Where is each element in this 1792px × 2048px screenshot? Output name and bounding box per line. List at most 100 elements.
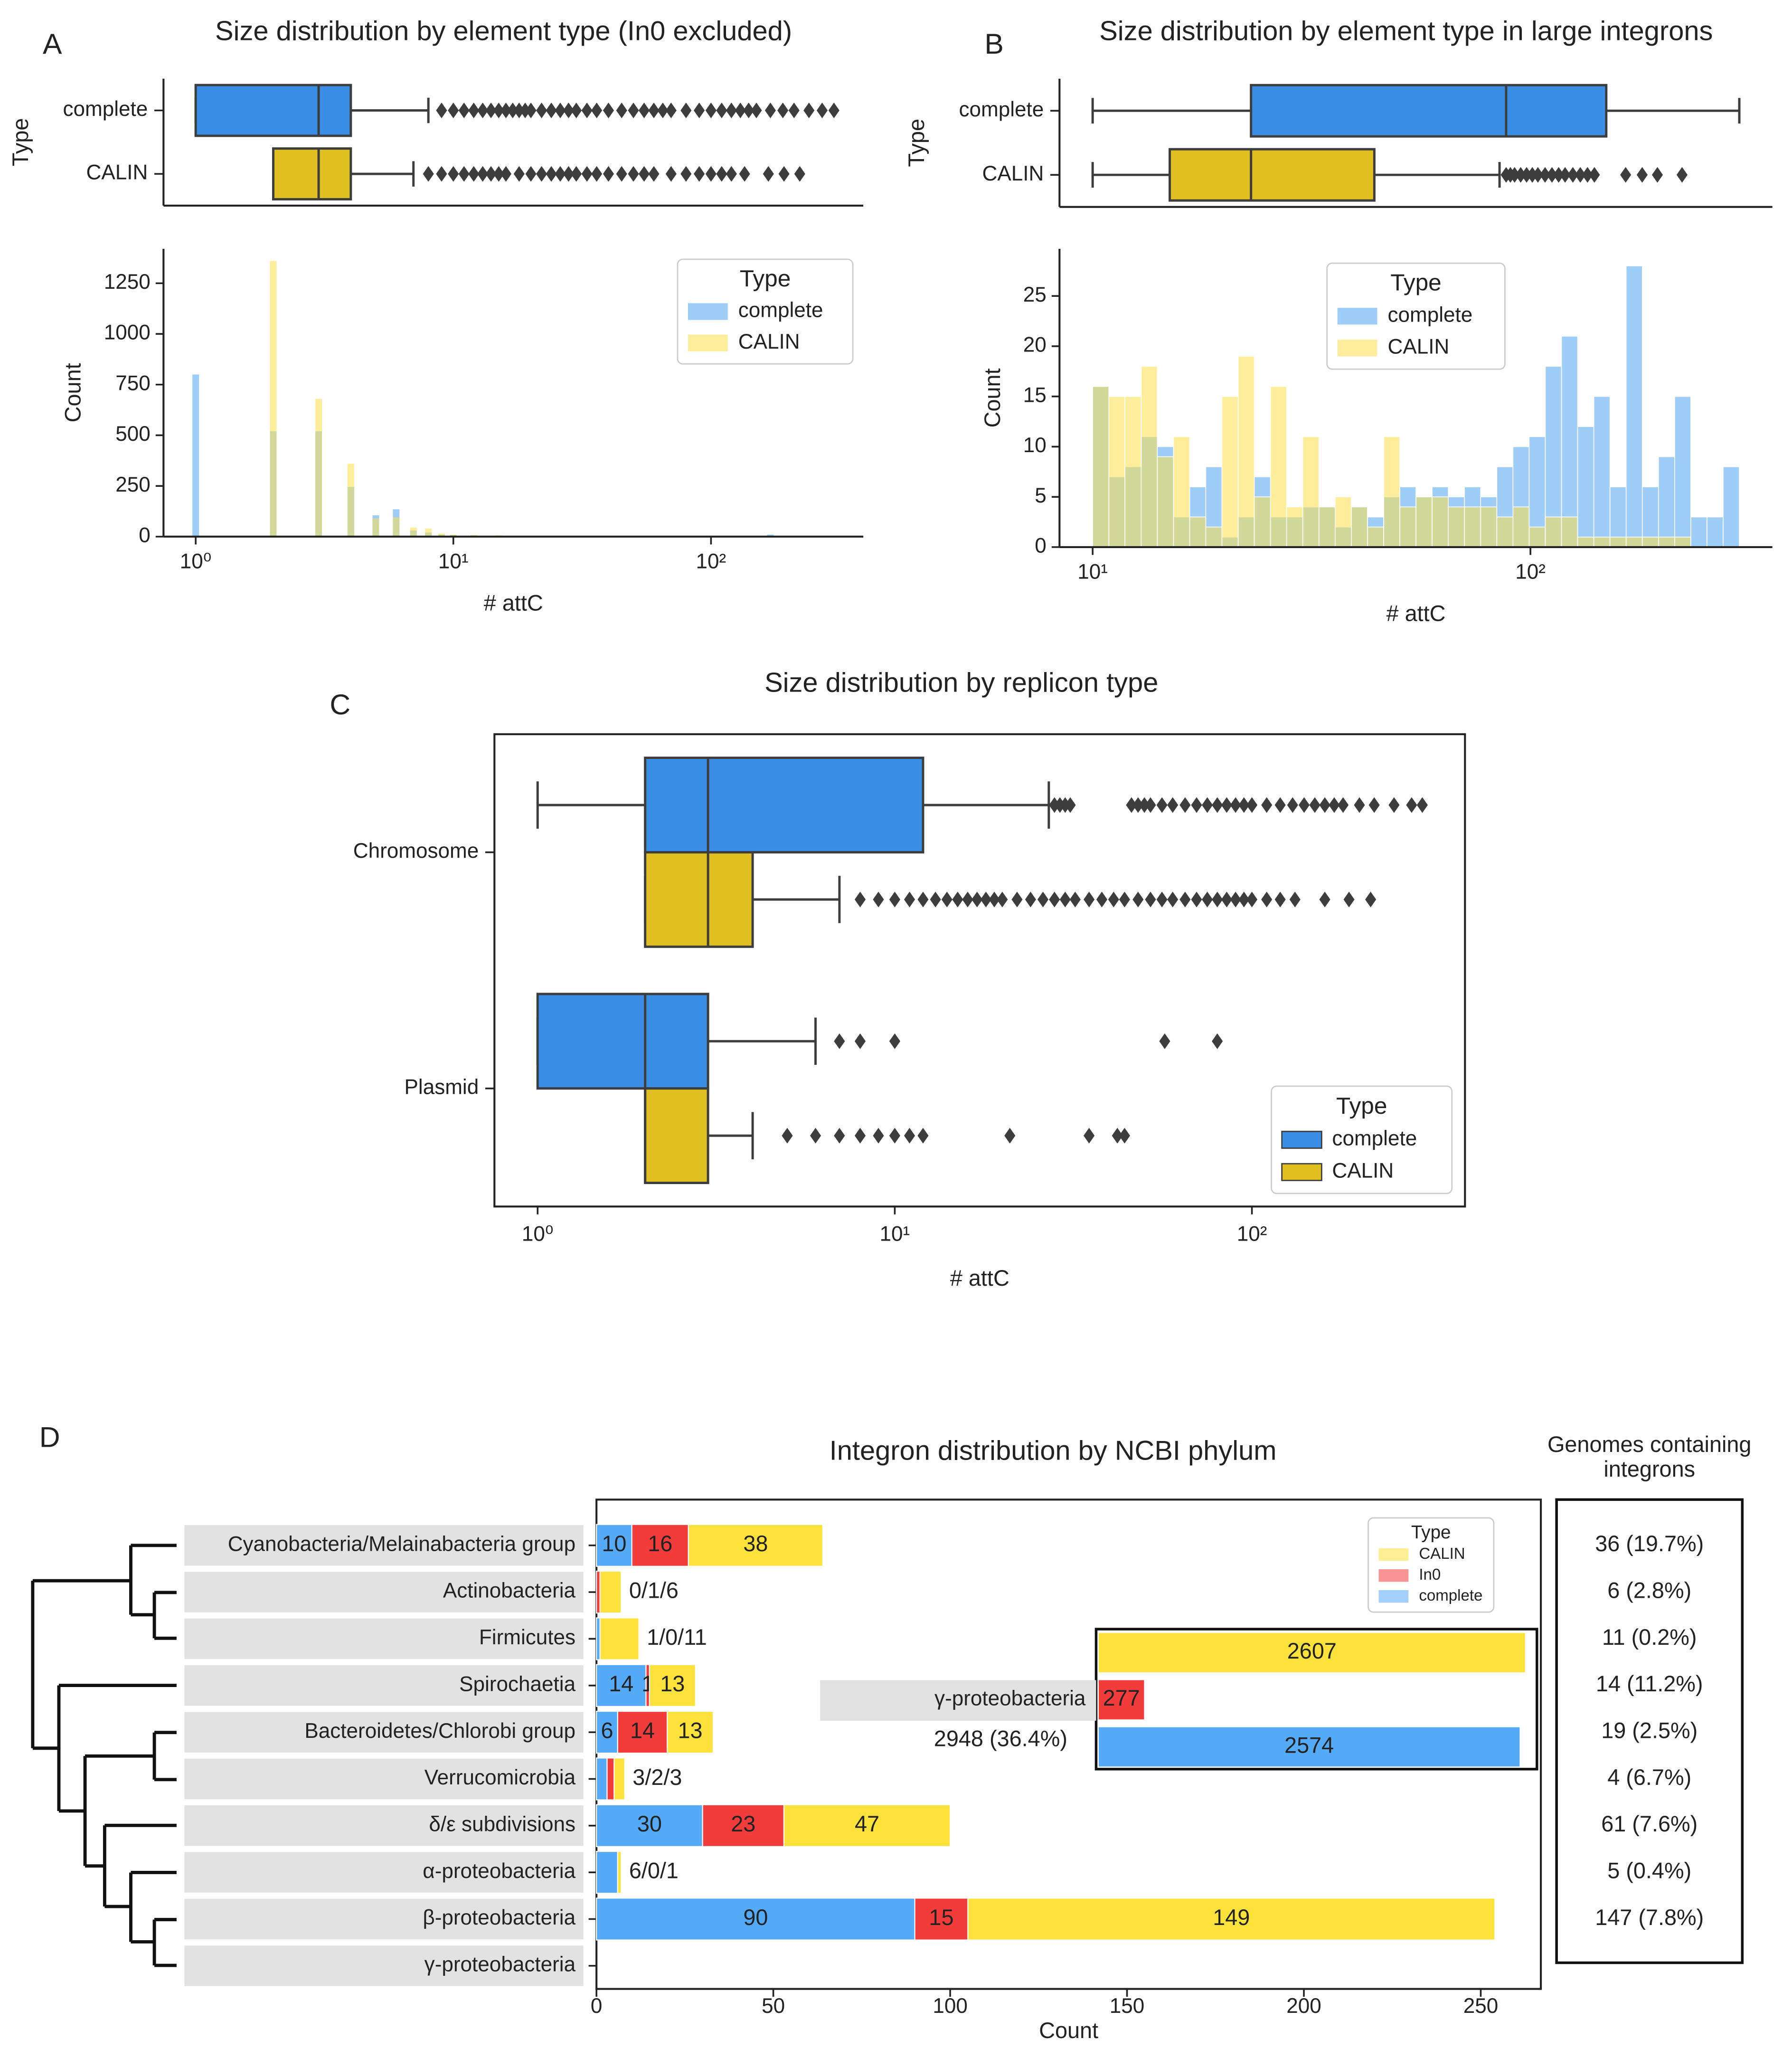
inset-value-label: 277 xyxy=(1103,1686,1140,1710)
outlier xyxy=(1246,797,1258,813)
y-tick-label: α-proteobacteria xyxy=(423,1859,575,1883)
outlier xyxy=(555,102,566,119)
histogram-bar xyxy=(372,518,379,537)
inset-bar xyxy=(1098,1680,1144,1720)
histogram-bar xyxy=(1593,536,1611,548)
y-tick-label: Chromosome xyxy=(353,839,479,863)
bar-value-label: 30 xyxy=(637,1811,662,1836)
histogram-bar xyxy=(1593,396,1611,548)
y-tick-label: 10 xyxy=(1023,434,1047,457)
bar-note: 1/0/11 xyxy=(647,1625,707,1650)
outlier xyxy=(803,102,815,119)
histogram-bar xyxy=(1707,516,1724,548)
outlier xyxy=(638,102,650,119)
outlier xyxy=(1159,1033,1170,1049)
histogram-bar xyxy=(1561,335,1578,548)
x-axis-label: # attC xyxy=(1386,601,1446,626)
outlier xyxy=(628,102,639,119)
histogram-bar xyxy=(1448,506,1465,548)
y-tick-label: 20 xyxy=(1023,333,1047,357)
outlier xyxy=(1309,797,1320,813)
bar-segment xyxy=(596,1897,915,1941)
y-tick-label: 5 xyxy=(1035,484,1047,507)
bar-value-label: 14 xyxy=(630,1718,655,1743)
outlier xyxy=(571,102,582,119)
histogram-bar xyxy=(1157,456,1174,548)
legend-swatch xyxy=(1378,1590,1409,1603)
genomes-value: 19 (2.5%) xyxy=(1601,1718,1698,1743)
histogram-bar xyxy=(1334,496,1352,548)
box xyxy=(644,1087,709,1185)
histogram-bar xyxy=(1205,526,1223,548)
histogram-bar xyxy=(1221,396,1239,548)
histogram-bar xyxy=(1318,506,1336,548)
outlier xyxy=(458,166,470,182)
legend-swatch xyxy=(1378,1569,1409,1582)
x-tick-label: 10¹ xyxy=(438,550,469,573)
genomes-value: 36 (19.7%) xyxy=(1595,1531,1704,1556)
histogram-bar xyxy=(1496,516,1514,548)
y-tick-label: Actinobacteria xyxy=(443,1579,576,1602)
legend-swatch xyxy=(688,303,728,320)
legend: Type CALIN In0 complete xyxy=(1368,1517,1495,1613)
outlier xyxy=(1343,891,1355,908)
bar-segment xyxy=(967,1897,1496,1941)
legend-swatch xyxy=(1337,308,1377,325)
y-tick-label: Bacteroidetes/Chlorobi group xyxy=(304,1719,575,1743)
outlier xyxy=(1065,797,1076,813)
y-tick-label: Spirochaetia xyxy=(459,1672,575,1696)
box xyxy=(1169,148,1376,202)
bar-segment xyxy=(599,1570,622,1614)
outlier xyxy=(1388,797,1400,813)
bar-segment xyxy=(617,1850,622,1894)
outlier xyxy=(854,1128,866,1144)
legend-label: In0 xyxy=(1419,1566,1441,1583)
outlier xyxy=(1261,797,1273,813)
bar-segment xyxy=(596,1804,703,1848)
outlier xyxy=(726,166,737,182)
outlier xyxy=(751,102,762,119)
outlier xyxy=(1287,797,1298,813)
legend-label: CALIN xyxy=(1388,335,1450,358)
chart-title: Integron distribution by NCBI phylum xyxy=(830,1435,1277,1466)
outlier xyxy=(952,891,963,908)
histogram-bar xyxy=(1254,496,1271,548)
x-tick-label: 150 xyxy=(1110,1994,1145,2018)
outlier xyxy=(1084,1128,1095,1144)
genomes-value: 14 (11.2%) xyxy=(1596,1671,1703,1696)
category-label-box xyxy=(184,1618,584,1659)
legend-label: complete xyxy=(1332,1127,1417,1150)
outlier xyxy=(436,102,447,119)
x-tick-label: 250 xyxy=(1463,1994,1499,2018)
category-label-box xyxy=(184,1898,584,1940)
genomes-value: 6 (2.8%) xyxy=(1607,1578,1691,1602)
outlier xyxy=(1167,891,1179,908)
histogram-bar xyxy=(1237,356,1255,548)
histogram-bar xyxy=(192,374,199,537)
histogram-bar xyxy=(1625,536,1643,548)
histogram-bar xyxy=(393,517,400,537)
histogram-bar xyxy=(1270,386,1287,548)
outlier xyxy=(1238,891,1250,908)
outlier xyxy=(507,102,519,119)
bar-note: 3/2/3 xyxy=(632,1765,682,1790)
outlier xyxy=(436,166,447,182)
outlier xyxy=(989,891,1000,908)
outlier xyxy=(816,102,828,119)
outlier xyxy=(1156,891,1168,908)
outlier xyxy=(1025,891,1036,908)
histogram-bar xyxy=(1399,506,1416,548)
bar-segment xyxy=(649,1664,696,1707)
outlier xyxy=(889,891,900,908)
genomes-title: integrons xyxy=(1603,1457,1695,1481)
x-axis-label: # attC xyxy=(484,590,543,615)
genomes-value: 61 (7.6%) xyxy=(1601,1811,1698,1836)
y-tick-label: CALIN xyxy=(86,161,148,184)
legend-swatch xyxy=(1281,1130,1322,1149)
outlier xyxy=(1406,797,1417,813)
histogram-bar xyxy=(1625,265,1643,548)
histogram-bar xyxy=(1577,426,1594,548)
bar-segment xyxy=(596,1524,632,1567)
x-tick-label: 10⁰ xyxy=(522,1223,554,1246)
outlier xyxy=(1319,797,1330,813)
